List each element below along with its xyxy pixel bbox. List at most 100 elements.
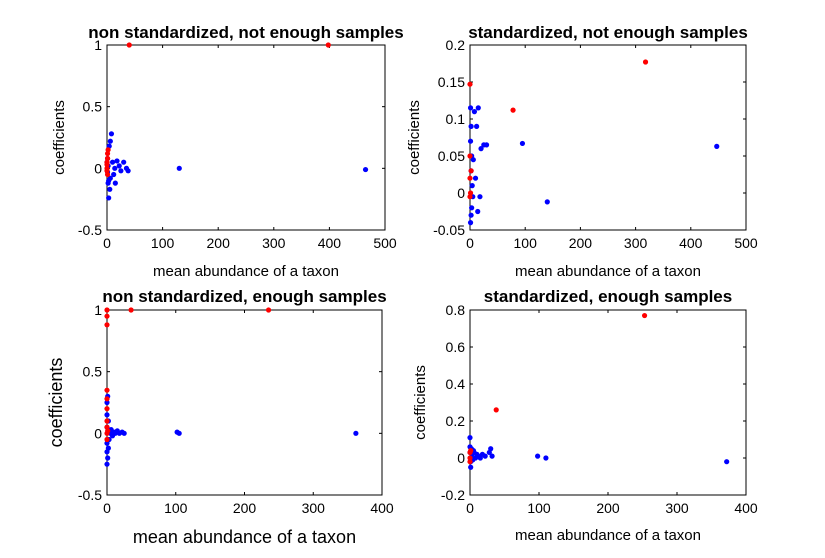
chart-title: standardized, enough samples xyxy=(484,287,732,306)
axes-box xyxy=(106,44,386,231)
data-point-red xyxy=(467,175,473,181)
y-tick-label: -0.2 xyxy=(441,487,465,503)
y-tick-label: -0.5 xyxy=(78,487,102,503)
data-point-blue xyxy=(121,159,127,165)
data-point-blue xyxy=(477,194,483,200)
data-point-red xyxy=(104,406,110,412)
x-tick-label: 300 xyxy=(262,235,286,251)
data-point-red xyxy=(467,194,473,200)
data-point-red xyxy=(641,312,648,319)
data-point-red xyxy=(467,455,473,461)
data-point-blue xyxy=(535,453,541,459)
axes-box xyxy=(469,309,747,496)
data-point-red xyxy=(104,313,110,319)
data-point-blue xyxy=(106,195,112,201)
data-point-blue xyxy=(105,180,111,186)
data-point-blue xyxy=(176,430,182,436)
y-tick-label: 0 xyxy=(457,185,465,201)
data-point-red xyxy=(325,42,331,48)
data-point-blue xyxy=(112,165,118,171)
data-point-blue xyxy=(116,163,122,169)
data-point-blue xyxy=(471,109,478,115)
data-point-blue xyxy=(483,142,490,148)
x-tick-label: 100 xyxy=(514,235,538,251)
y-tick-label: 0.1 xyxy=(446,111,466,127)
data-point-blue xyxy=(105,445,111,451)
data-point-blue xyxy=(468,212,474,218)
data-point-blue xyxy=(111,171,117,178)
subplot-top-right: 0 100 200 300 400 500-0.0500.050.10.150.2stan… xyxy=(406,23,758,280)
data-point-red xyxy=(104,322,110,328)
data-point-blue xyxy=(114,158,120,164)
y-tick-label: 1 xyxy=(94,37,102,53)
data-point-red xyxy=(104,387,110,393)
data-point-blue xyxy=(475,105,481,111)
data-point-blue xyxy=(472,175,479,181)
data-point-red xyxy=(104,307,110,313)
x-tick-label: 300 xyxy=(665,500,689,516)
x-tick-label: 200 xyxy=(207,235,231,251)
x-tick-label: 0 xyxy=(466,500,474,516)
data-point-blue xyxy=(467,220,474,226)
data-point-blue xyxy=(544,199,550,205)
x-tick-label: 100 xyxy=(164,500,188,516)
x-tick-label: 400 xyxy=(318,235,342,251)
data-point-red xyxy=(104,418,110,424)
x-tick-label: 400 xyxy=(370,500,394,516)
data-point-red xyxy=(642,59,649,65)
data-point-red xyxy=(467,153,473,159)
data-point-blue xyxy=(105,455,111,461)
y-tick-label: 0.6 xyxy=(446,339,466,355)
y-tick-label: 0.15 xyxy=(438,74,465,90)
y-tick-label: 0.05 xyxy=(438,148,465,164)
data-point-blue xyxy=(724,459,730,465)
data-point-blue xyxy=(176,165,182,171)
data-point-blue xyxy=(104,412,110,418)
data-point-blue xyxy=(118,168,124,174)
y-axis-label: coefficients xyxy=(46,358,66,448)
data-point-blue xyxy=(353,430,359,436)
data-point-red xyxy=(467,459,473,465)
axes-box xyxy=(106,309,383,496)
data-point-blue xyxy=(488,446,494,452)
x-tick-label: 500 xyxy=(734,235,758,251)
x-tick-label: 500 xyxy=(373,235,397,251)
data-point-blue xyxy=(478,146,484,152)
data-point-red xyxy=(104,159,110,165)
data-point-red xyxy=(104,436,110,443)
y-tick-label: 0 xyxy=(457,450,465,466)
y-tick-label: 0.8 xyxy=(446,302,466,318)
y-tick-label: 0.2 xyxy=(446,413,466,429)
data-point-red xyxy=(510,107,516,113)
x-tick-label: 300 xyxy=(302,500,326,516)
data-point-blue xyxy=(107,175,113,181)
data-point-blue xyxy=(482,453,488,459)
chart-title: non standardized, enough samples xyxy=(102,287,386,306)
data-point-red xyxy=(104,171,111,178)
y-tick-label: 0.4 xyxy=(446,376,466,392)
data-point-blue xyxy=(489,453,495,459)
data-point-blue xyxy=(112,180,118,186)
x-tick-label: 100 xyxy=(527,500,551,516)
x-tick-label: 400 xyxy=(734,500,758,516)
y-tick-label: 0.5 xyxy=(83,364,103,380)
y-tick-label: 0 xyxy=(94,425,102,441)
data-point-blue xyxy=(125,168,131,174)
data-point-blue xyxy=(467,435,473,441)
data-point-red xyxy=(265,307,272,313)
data-point-blue xyxy=(104,461,110,467)
x-tick-label: 300 xyxy=(624,235,648,251)
data-point-blue xyxy=(468,464,474,470)
data-point-blue xyxy=(469,183,475,189)
data-point-blue xyxy=(362,166,369,173)
data-point-blue xyxy=(714,143,720,149)
x-tick-label: 100 xyxy=(151,235,175,251)
data-point-red xyxy=(468,448,474,454)
y-tick-label: 0.5 xyxy=(83,99,103,115)
subplot-bottom-right: 0 100 200 300 400-0.200.20.40.60.8standardiz… xyxy=(412,287,758,544)
x-axis-label: mean abundance of a taxon xyxy=(153,263,339,280)
x-axis-label: mean abundance of a taxon xyxy=(133,527,356,547)
data-point-blue xyxy=(107,138,113,144)
